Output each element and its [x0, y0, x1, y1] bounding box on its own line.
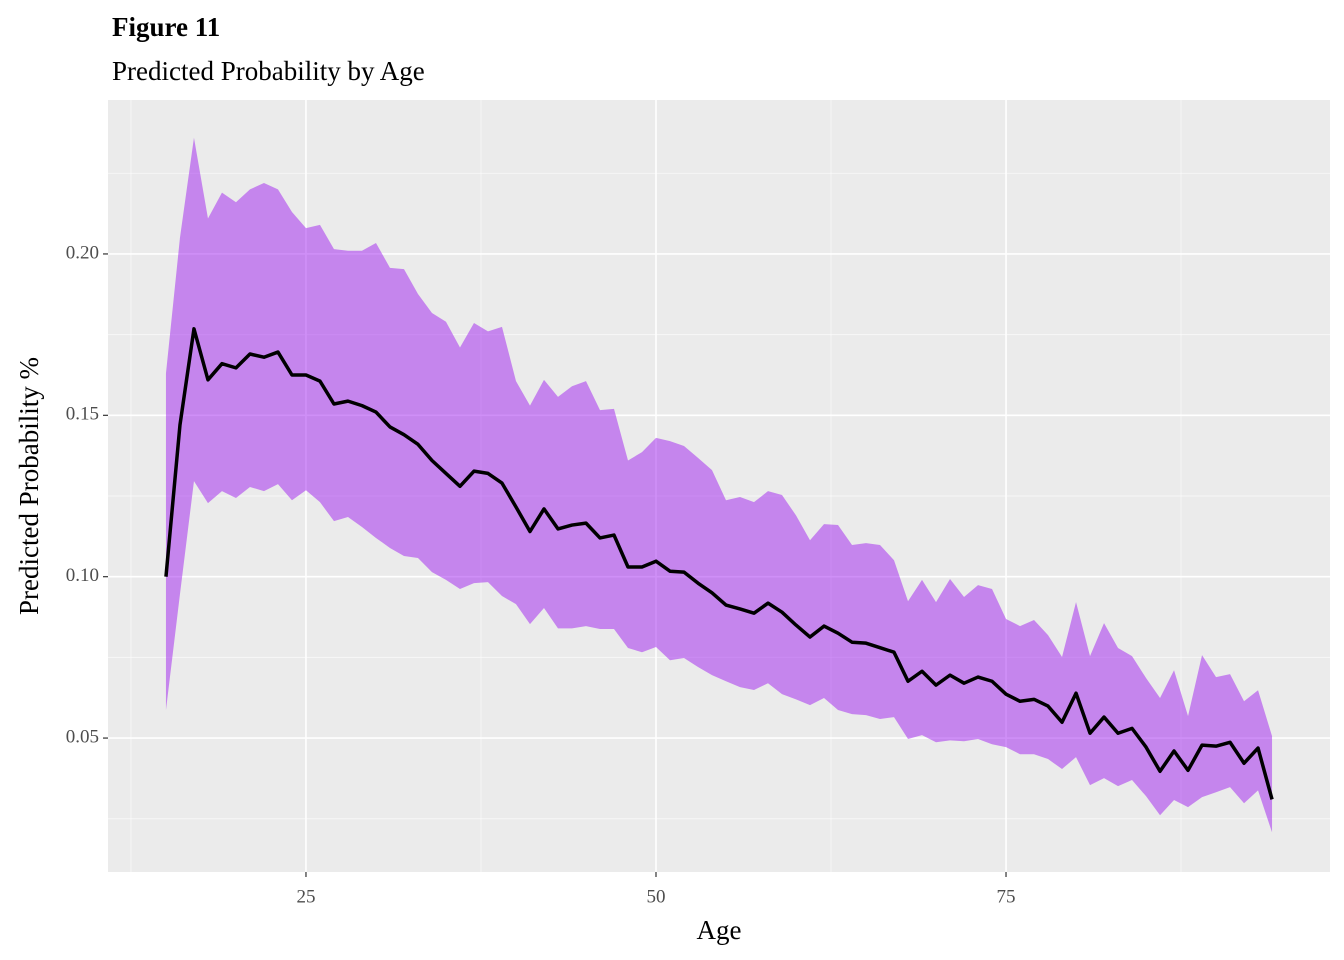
confidence-band	[165, 137, 1273, 833]
y-tick-label: 0.15	[66, 404, 99, 425]
chart-subtitle: Predicted Probability by Age	[112, 56, 425, 86]
x-tick-label: 25	[296, 886, 315, 907]
x-tick-label: 50	[646, 886, 665, 907]
y-axis-title: Predicted Probability %	[14, 357, 44, 615]
y-tick-label: 0.20	[66, 242, 99, 263]
x-tick-label: 75	[997, 886, 1016, 907]
x-axis-title: Age	[697, 915, 742, 945]
y-tick-label: 0.10	[66, 565, 99, 586]
chart-title: Figure 11	[112, 12, 220, 42]
line	[164, 327, 1274, 800]
y-tick-label: 0.05	[66, 726, 99, 747]
